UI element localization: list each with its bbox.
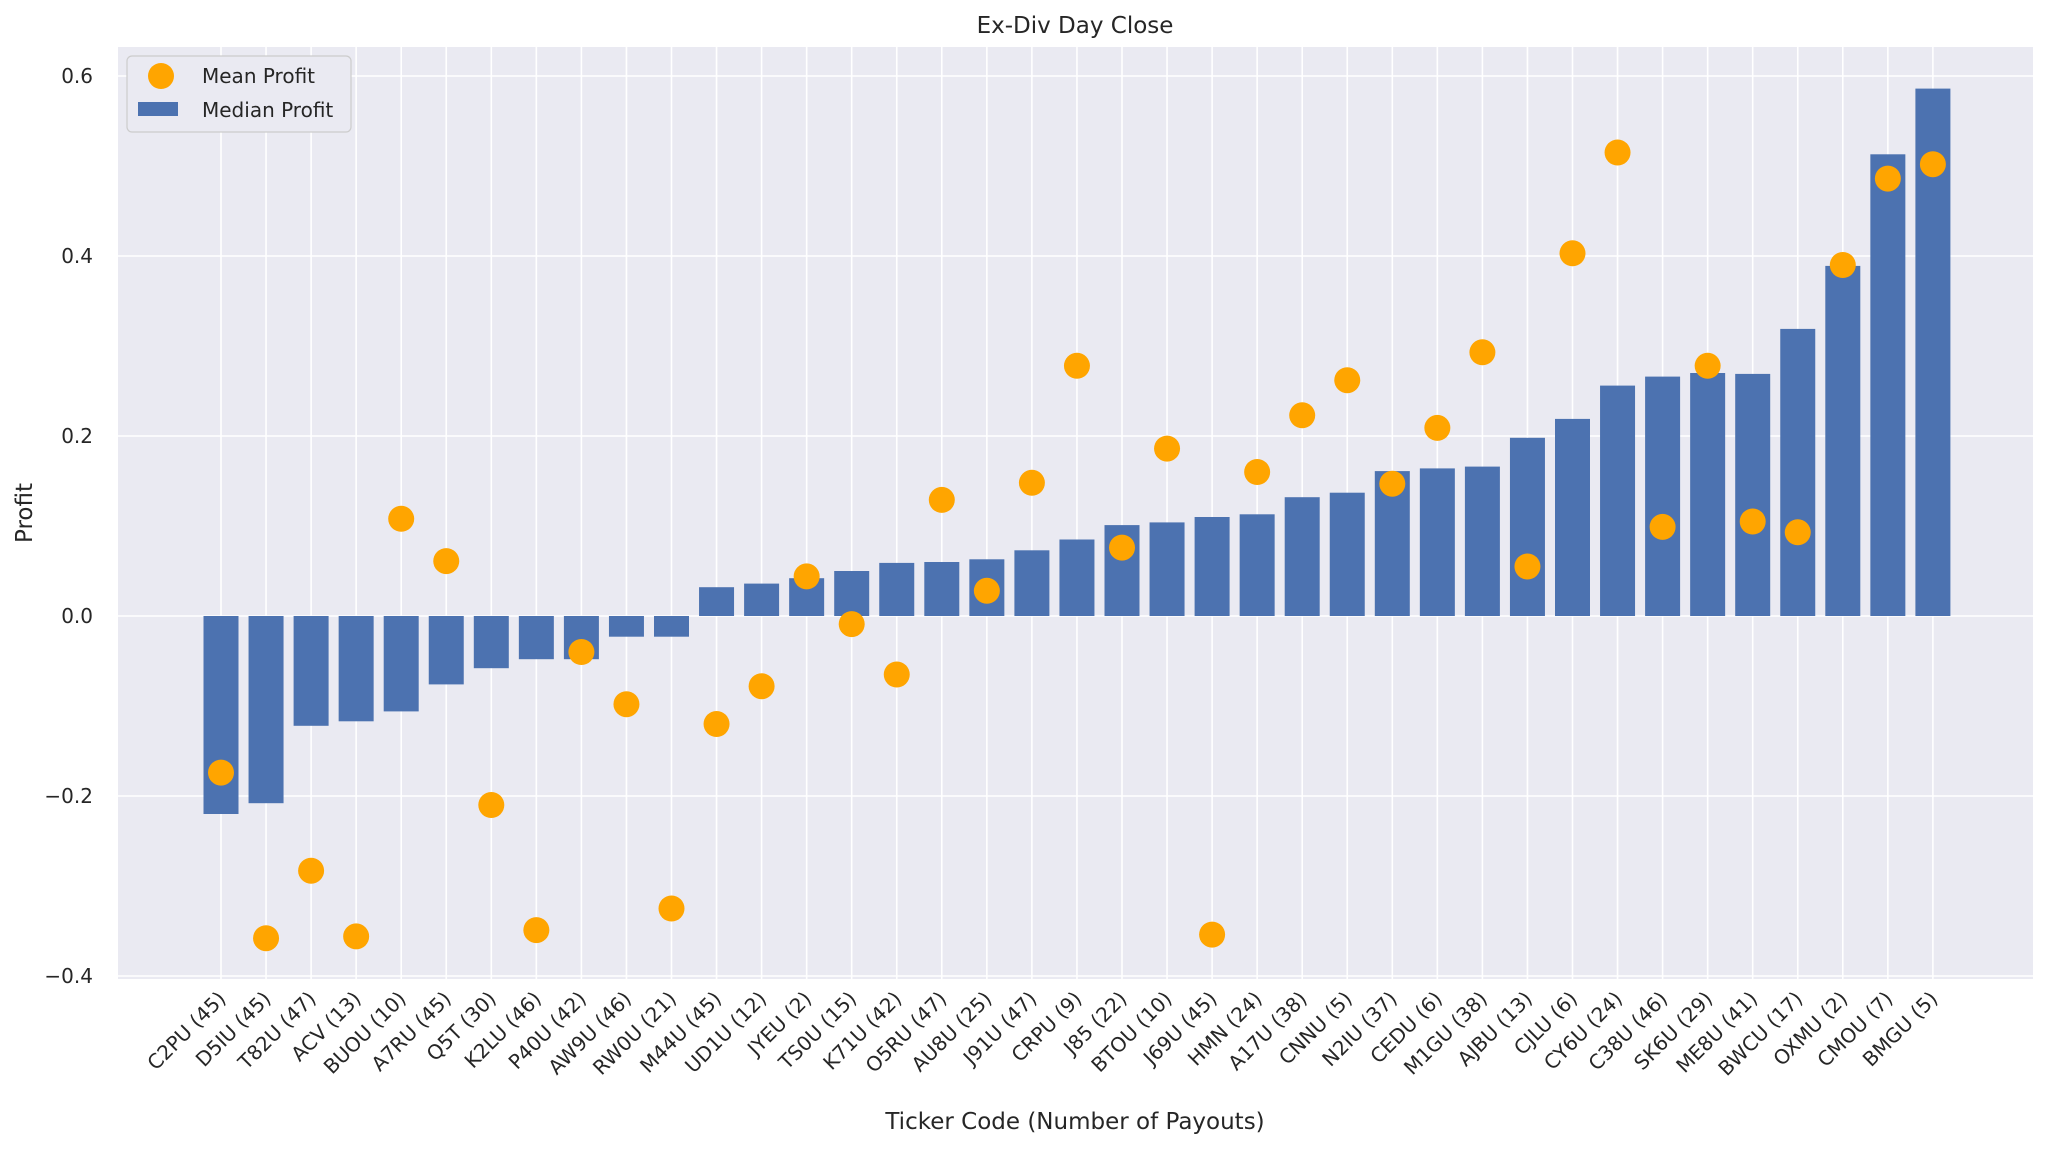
mean-profit-marker: [928, 486, 955, 513]
mean-profit-marker: [703, 711, 730, 737]
median-profit-bar: [1825, 265, 1861, 616]
mean-profit-marker: [1063, 352, 1090, 379]
median-profit-bar: [1194, 517, 1230, 616]
mean-profit-marker: [748, 673, 775, 700]
y-tick-label: 0.2: [61, 424, 93, 448]
median-profit-bar: [879, 562, 915, 616]
legend-mean-label: Mean Profit: [202, 64, 315, 88]
median-profit-bar: [1239, 514, 1275, 616]
median-profit-bar: [1600, 385, 1636, 616]
mean-profit-marker: [1244, 459, 1271, 485]
y-tick-label: 0.6: [61, 64, 93, 88]
mean-profit-marker: [1424, 414, 1451, 441]
mean-profit-marker: [1334, 367, 1361, 394]
mean-profit-marker: [973, 577, 1000, 604]
median-profit-bar: [1329, 492, 1365, 616]
median-profit-bar: [338, 616, 374, 722]
x-axis-label: Ticker Code (Number of Payouts): [884, 1109, 1264, 1135]
median-profit-bar: [518, 616, 554, 660]
median-profit-bar: [1014, 550, 1050, 616]
legend-box: [126, 55, 352, 133]
median-profit-bar: [1645, 376, 1681, 616]
mean-profit-marker: [1784, 519, 1811, 546]
mean-profit-marker: [1018, 469, 1045, 496]
y-tick-label: 0.0: [61, 604, 93, 628]
mean-profit-marker: [1109, 534, 1135, 561]
median-profit-bar: [1149, 522, 1185, 616]
mean-profit-marker: [253, 925, 280, 952]
median-profit-bar: [1419, 468, 1455, 616]
legend-median-label: Median Profit: [202, 98, 333, 122]
median-profit-bar: [428, 616, 464, 685]
x-tick-labels: C2PU (45)D5IU (45)T82U (47)ACV (13)BUOU …: [142, 987, 1942, 1081]
median-profit-bar: [1735, 373, 1771, 616]
mean-profit-marker: [793, 563, 820, 590]
mean-profit-marker: [1514, 553, 1541, 580]
mean-profit-marker: [613, 691, 640, 718]
mean-profit-marker: [1289, 402, 1316, 429]
mean-profit-marker: [1919, 151, 1946, 178]
mean-profit-marker: [1874, 165, 1901, 192]
mean-profit-marker: [1649, 513, 1676, 540]
mean-profit-marker: [1829, 252, 1856, 278]
mean-profit-marker: [388, 505, 415, 532]
median-profit-bar: [293, 616, 329, 726]
y-tick-label: −0.2: [44, 784, 93, 808]
mean-profit-marker: [1469, 339, 1496, 366]
mean-profit-marker: [883, 661, 910, 688]
median-profit-bar: [654, 616, 689, 637]
mean-profit-marker: [1379, 470, 1406, 497]
median-profit-bar: [1690, 373, 1726, 616]
y-tick-labels: −0.4 −0.2 0.0 0.2 0.4 0.6: [44, 64, 93, 988]
mean-profit-marker: [523, 917, 550, 944]
median-profit-bar: [699, 587, 735, 616]
mean-profit-marker: [343, 923, 370, 950]
mean-profit-marker: [208, 759, 234, 786]
y-tick-label: −0.4: [44, 964, 93, 988]
median-profit-bar: [1464, 466, 1500, 616]
mean-profit-marker: [1559, 240, 1586, 267]
median-profit-bar: [1555, 418, 1590, 616]
median-profit-bar: [1509, 437, 1545, 616]
bars: [203, 88, 1951, 814]
median-profit-bar: [1870, 154, 1906, 617]
mean-profit-marker: [298, 857, 325, 884]
median-profit-bar: [248, 616, 284, 804]
median-profit-bar: [383, 616, 419, 712]
median-profit-bar: [924, 562, 960, 616]
mean-profit-marker: [433, 548, 460, 575]
y-tick-label: 0.4: [61, 244, 93, 268]
median-profit-bar: [1284, 497, 1320, 616]
median-profit-bar: [1059, 539, 1095, 616]
mean-profit-marker: [1199, 921, 1226, 948]
markers: [208, 139, 1946, 952]
mean-profit-marker: [1604, 139, 1631, 166]
mean-profit-marker: [1154, 435, 1181, 462]
median-profit-bar: [744, 583, 780, 616]
mean-profit-marker: [658, 895, 685, 922]
median-profit-bar: [608, 616, 644, 637]
median-profit-bar: [1780, 328, 1816, 616]
chart-title: Ex-Div Day Close: [977, 13, 1174, 39]
mean-profit-marker: [1739, 508, 1766, 535]
legend: Mean Profit Median Profit: [126, 55, 352, 133]
legend-mean-marker: [148, 63, 174, 89]
mean-profit-marker: [568, 639, 595, 665]
median-profit-bar: [834, 571, 870, 616]
legend-median-swatch: [138, 102, 178, 116]
mean-profit-marker: [478, 792, 505, 818]
mean-profit-marker: [838, 611, 865, 638]
mean-profit-marker: [1694, 352, 1721, 379]
median-profit-bar: [473, 616, 509, 669]
y-axis-label: Profit: [12, 483, 38, 543]
